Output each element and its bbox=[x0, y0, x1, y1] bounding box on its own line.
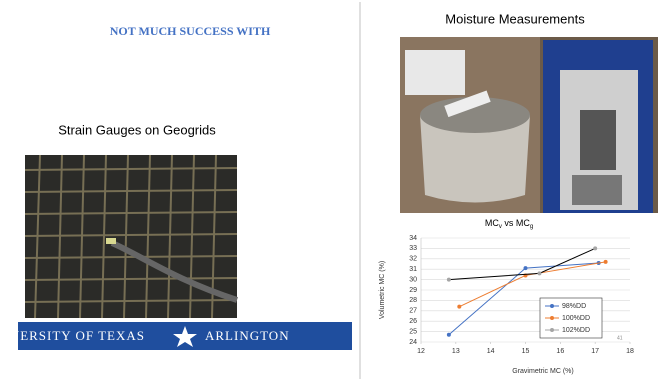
x-tick-label: 17 bbox=[591, 348, 599, 355]
geogrid-photo bbox=[25, 155, 237, 318]
x-tick-label: 12 bbox=[417, 348, 425, 355]
legend-label: 102%DD bbox=[562, 327, 590, 334]
y-tick-label: 25 bbox=[409, 328, 417, 335]
logo-text: UNIVERSITY OF TEXAS bbox=[0, 328, 145, 343]
y-tick-label: 26 bbox=[409, 318, 417, 325]
logo-text: ARLINGTON bbox=[205, 328, 290, 343]
heading: NOT MUCH SUCCESS WITH bbox=[110, 24, 271, 38]
y-axis-label: Volumetric MC (%) bbox=[379, 261, 386, 319]
x-tick-label: 15 bbox=[522, 348, 530, 355]
title-part: MC bbox=[485, 218, 499, 228]
y-tick-label: 29 bbox=[409, 287, 417, 294]
legend-marker bbox=[550, 316, 554, 320]
x-tick-label: 14 bbox=[487, 348, 495, 355]
slide: NOT MUCH SUCCESS WITH Strain Gauges on G… bbox=[0, 0, 667, 379]
data-point bbox=[593, 246, 597, 250]
y-tick-label: 34 bbox=[409, 235, 417, 242]
data-point bbox=[457, 305, 461, 309]
title-part: g bbox=[530, 224, 533, 230]
moisture-photo bbox=[400, 37, 658, 213]
x-tick-label: 13 bbox=[452, 348, 460, 355]
title-part: vs MC bbox=[502, 218, 530, 228]
right-caption: Moisture Measurements bbox=[445, 11, 585, 26]
legend-marker bbox=[550, 304, 554, 308]
uta-logo: UNIVERSITY OF TEXAS ARLINGTON bbox=[0, 322, 352, 350]
x-tick-label: 18 bbox=[626, 348, 634, 355]
y-tick-label: 31 bbox=[409, 266, 417, 273]
legend-label: 100%DD bbox=[562, 315, 590, 322]
data-point bbox=[447, 333, 451, 337]
data-point bbox=[447, 278, 451, 282]
data-point bbox=[604, 260, 608, 264]
data-point bbox=[524, 266, 528, 270]
left-caption: Strain Gauges on Geogrids bbox=[58, 122, 216, 137]
y-tick-label: 28 bbox=[409, 297, 417, 304]
y-tick-label: 33 bbox=[409, 245, 417, 252]
y-tick-label: 32 bbox=[409, 256, 417, 263]
legend: 98%DD 100%DD 102%DD bbox=[540, 298, 602, 338]
y-tick-label: 30 bbox=[409, 276, 417, 283]
x-axis-label: Gravimetric MC (%) bbox=[512, 368, 573, 375]
x-tick-label: 16 bbox=[556, 348, 564, 355]
y-tick-label: 24 bbox=[409, 339, 417, 346]
legend-label: 98%DD bbox=[562, 303, 586, 310]
data-point bbox=[537, 271, 541, 275]
page-number: 41 bbox=[617, 335, 623, 341]
legend-marker bbox=[550, 328, 554, 332]
chart-title: MCv vs MCg bbox=[485, 218, 533, 229]
y-tick-label: 27 bbox=[409, 308, 417, 315]
